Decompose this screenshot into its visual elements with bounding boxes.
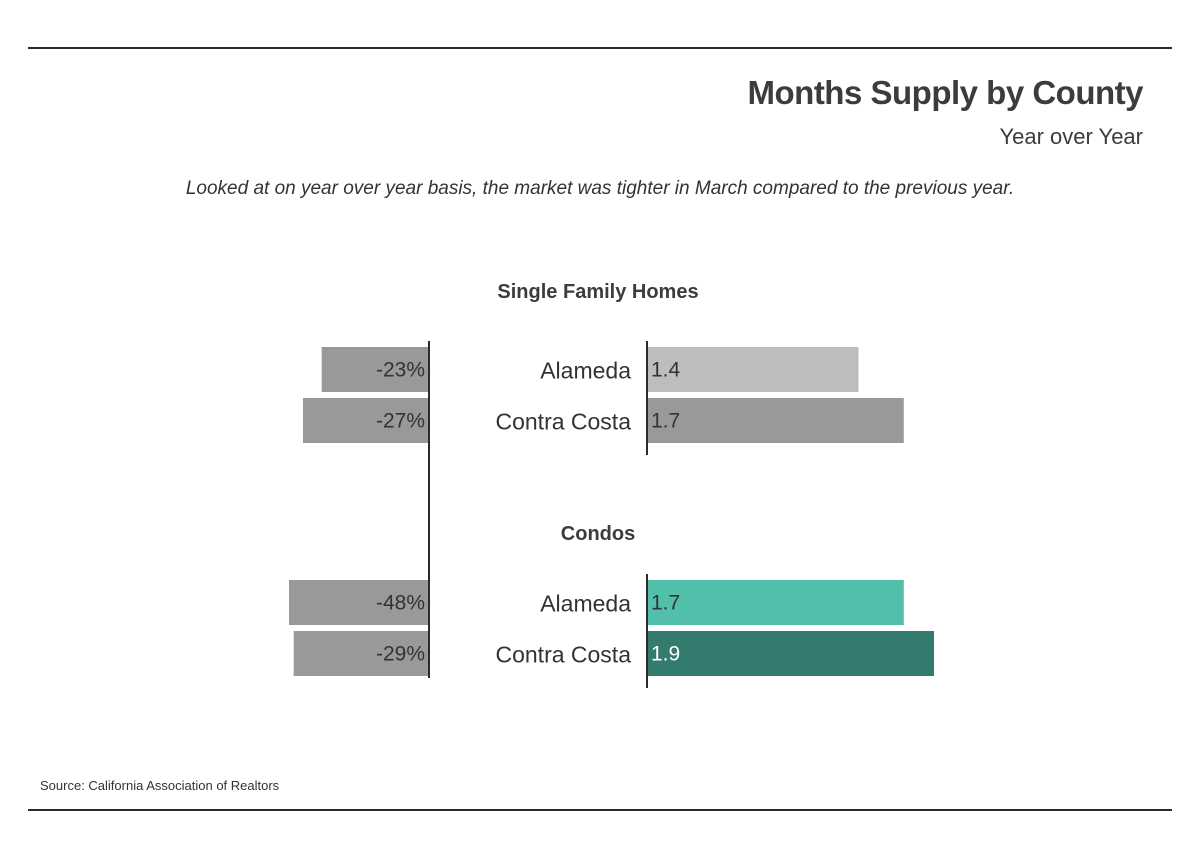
months-supply-bar [647, 580, 904, 625]
months-supply-bar [647, 398, 904, 443]
yoy-change-bar [303, 398, 429, 443]
months-supply-label: 1.7 [651, 592, 680, 615]
yoy-change-label: -29% [376, 643, 425, 666]
chart-subtitle: Year over Year [999, 124, 1143, 149]
months-supply-bar [647, 631, 934, 676]
months-supply-label: 1.7 [651, 410, 680, 433]
months-supply-label: 1.9 [651, 643, 680, 666]
yoy-change-bar [289, 580, 429, 625]
months-supply-label: 1.4 [651, 359, 681, 382]
group-title: Single Family Homes [497, 281, 698, 303]
top-rule [28, 47, 1172, 49]
chart-description: Looked at on year over year basis, the m… [185, 178, 1015, 199]
source-note: Source: California Association of Realto… [40, 778, 280, 793]
yoy-change-label: -27% [376, 410, 425, 433]
yoy-change-bar [321, 347, 429, 392]
group-title: Condos [561, 523, 635, 545]
months-supply-bar [647, 347, 859, 392]
category-label: Contra Costa [495, 409, 631, 435]
category-label: Alameda [540, 591, 631, 617]
yoy-change-bar [293, 631, 429, 676]
yoy-change-label: -48% [376, 592, 425, 615]
bottom-rule [28, 809, 1172, 811]
category-label: Contra Costa [495, 642, 631, 668]
yoy-change-label: -23% [376, 359, 425, 382]
category-label: Alameda [540, 358, 631, 384]
chart-title: Months Supply by County [747, 74, 1144, 111]
